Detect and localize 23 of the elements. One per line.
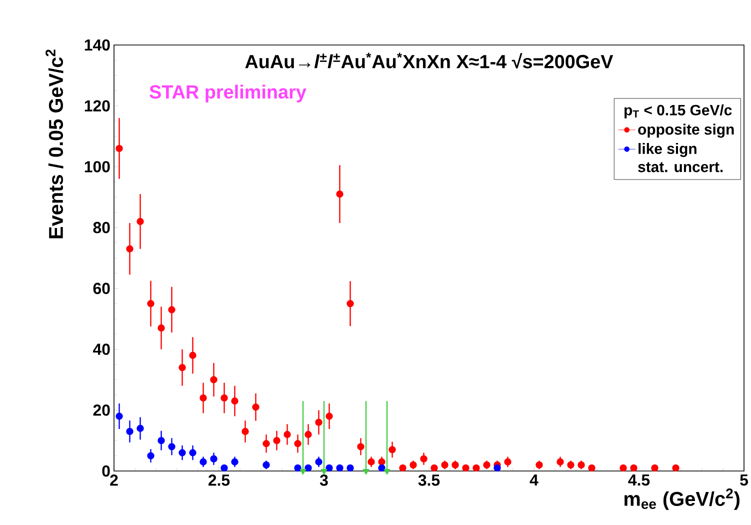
y-tick-label: 0 [102, 465, 110, 477]
y-tick-label: 40 [92, 344, 110, 355]
x-tick-label: 3.5 [418, 474, 440, 486]
x-tick-label: 4 [530, 474, 538, 486]
y-tick-label: 80 [93, 222, 110, 234]
y-tick-label: 120 [84, 100, 110, 112]
legend-title: p$_{T}$ < 0.15 GeV/c [624, 104, 732, 118]
y-tick-label: 100 [84, 161, 110, 172]
y-tick-label: 20 [93, 404, 110, 416]
annotation: STAR preliminary [150, 84, 306, 102]
x-tick-label: 5 [740, 474, 748, 486]
y-axis-title: Events / 0.05 GeV/c$^{2}$ [46, 50, 64, 238]
x-tick-label: 2.5 [208, 474, 230, 486]
x-tick-label: 2 [110, 474, 118, 486]
y-tick-label: 140 [84, 39, 110, 51]
legend-label: opposite sign [638, 124, 734, 138]
y-tick-label: 60 [93, 282, 110, 294]
x-axis-title: m$_{ee}$ (GeV/c$^{2}$) [624, 488, 740, 510]
annotation: stat. uncert. [638, 162, 723, 172]
x-tick-label: 4.5 [628, 474, 650, 486]
chart-title: AuAu→l$^{±}$l$^{±}$Au$^{*}$Au$^{*}$XnXn X≈1-4 √s=200GeV [245, 52, 614, 68]
legend-label: like sign [638, 143, 696, 158]
x-tick-label: 3 [320, 474, 328, 486]
